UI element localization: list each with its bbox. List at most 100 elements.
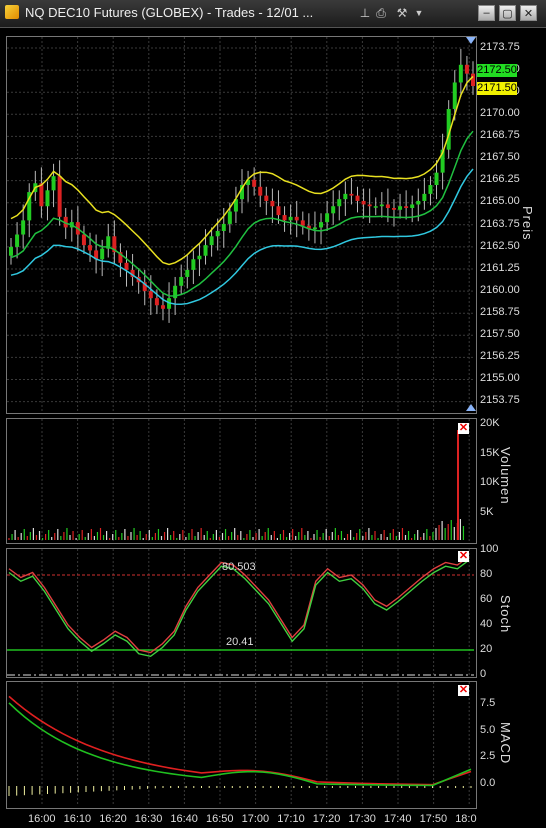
time-label: 17:10 bbox=[277, 813, 305, 825]
lower-band-line bbox=[10, 168, 474, 306]
price-panel-label: Preis bbox=[520, 206, 535, 241]
upper-band-line bbox=[10, 75, 474, 266]
candle-body bbox=[331, 206, 336, 214]
candle-body bbox=[106, 236, 111, 249]
price-tick: 2166.25 bbox=[480, 173, 520, 186]
stoch-tick: 80 bbox=[480, 568, 493, 580]
minimize-icon[interactable]: – bbox=[478, 5, 495, 21]
remove-macd-icon[interactable]: ✕ bbox=[458, 684, 469, 696]
print-icon[interactable]: ⎙ bbox=[376, 5, 386, 20]
price-tick: 2157.50 bbox=[480, 327, 520, 340]
candle-body bbox=[440, 149, 445, 173]
candle-body bbox=[398, 206, 403, 210]
candle-body bbox=[410, 204, 415, 209]
candle-body bbox=[27, 192, 32, 221]
stoch-lower-level-label: 20.41 bbox=[226, 636, 254, 648]
candle-body bbox=[361, 200, 366, 205]
volume-axis[interactable]: 20K 15K 10K 5K bbox=[476, 417, 546, 542]
candle-body bbox=[246, 179, 251, 186]
candle-body bbox=[94, 250, 99, 260]
macd-line bbox=[8, 702, 472, 787]
stoch-d-line bbox=[8, 559, 470, 658]
stoch-tick: 60 bbox=[480, 593, 493, 605]
candle-body bbox=[100, 248, 105, 260]
price-tick: 2162.50 bbox=[480, 239, 520, 252]
candle-body bbox=[185, 269, 190, 277]
candle-body bbox=[288, 216, 293, 221]
remove-volume-icon[interactable]: ✕ bbox=[458, 422, 469, 434]
candle-body bbox=[227, 211, 232, 224]
candle-body bbox=[319, 222, 324, 228]
time-label: 16:40 bbox=[170, 813, 198, 825]
title-bar: NQ DEC10 Futures (GLOBEX) - Trades - 12/… bbox=[0, 0, 546, 28]
price-tick: 2163.75 bbox=[480, 217, 520, 230]
candle-body bbox=[349, 193, 354, 196]
remove-stoch-icon[interactable]: ✕ bbox=[458, 550, 469, 562]
volume-panel-label: Volumen bbox=[498, 447, 513, 505]
candle-body bbox=[112, 236, 117, 253]
close-icon[interactable]: ✕ bbox=[520, 5, 537, 21]
candle-body bbox=[343, 193, 348, 200]
candle-body bbox=[294, 216, 299, 221]
candle-body bbox=[282, 215, 287, 221]
price-tick: 2161.25 bbox=[480, 261, 520, 274]
candle-body bbox=[203, 245, 208, 256]
time-label: 16:20 bbox=[99, 813, 127, 825]
candle-body bbox=[39, 183, 44, 207]
candle-body bbox=[191, 259, 196, 270]
stoch-k-line bbox=[8, 555, 470, 654]
price-tick: 2173.75 bbox=[480, 41, 520, 53]
time-label: 17:30 bbox=[348, 813, 376, 825]
price-tick: 2158.75 bbox=[480, 305, 520, 318]
candle-body bbox=[252, 179, 257, 187]
candle-body bbox=[179, 276, 184, 286]
time-label: 18:0 bbox=[455, 813, 477, 825]
candle-body bbox=[160, 305, 165, 309]
candle-body bbox=[173, 285, 178, 299]
macd-tick: 2.5 bbox=[480, 750, 496, 763]
candle-body bbox=[391, 208, 396, 210]
price-tick: 2156.25 bbox=[480, 349, 520, 362]
tools-icon[interactable]: ⚒ bbox=[396, 6, 408, 20]
last-price-badge: 2172.50 bbox=[477, 64, 517, 77]
scroll-down-marker bbox=[466, 404, 476, 411]
candle-body bbox=[240, 185, 244, 200]
candle-body bbox=[148, 291, 153, 299]
candle-body bbox=[434, 172, 439, 186]
price-tick: 2170.00 bbox=[480, 107, 520, 120]
candle-body bbox=[428, 185, 433, 194]
candle-body bbox=[270, 200, 275, 207]
candle-body bbox=[209, 236, 214, 246]
dropdown-icon[interactable]: ▼ bbox=[414, 8, 424, 18]
volume-tick: 15K bbox=[480, 446, 500, 459]
candle-body bbox=[233, 199, 238, 212]
macd-tick: 5.0 bbox=[480, 723, 496, 736]
candle-body bbox=[21, 220, 26, 235]
candle-body bbox=[258, 186, 263, 196]
stoch-upper-level-label: 80.503 bbox=[222, 561, 256, 573]
price-tick: 2168.75 bbox=[480, 129, 520, 142]
macd-axis[interactable]: 7.5 5.0 2.5 0.0 bbox=[476, 681, 546, 807]
volume-tick: 5K bbox=[480, 506, 494, 518]
maximize-icon[interactable]: ▢ bbox=[499, 5, 516, 21]
candle-body bbox=[264, 195, 269, 201]
candle-body bbox=[367, 204, 372, 207]
candle-body bbox=[45, 190, 50, 207]
candle-body bbox=[130, 269, 135, 277]
pin-icon[interactable]: ⊥ bbox=[359, 6, 371, 20]
candle-body bbox=[118, 252, 123, 263]
macd-panel-label: MACD bbox=[498, 722, 513, 765]
candle-body bbox=[471, 73, 475, 87]
candle-body bbox=[458, 64, 463, 83]
stoch-tick: 100 bbox=[480, 543, 499, 555]
stoch-axis[interactable]: 100 80 60 40 20 0 bbox=[476, 543, 546, 680]
candle-body bbox=[452, 82, 457, 109]
candle-body bbox=[446, 108, 451, 150]
candle-body bbox=[379, 204, 384, 207]
time-label: 17:20 bbox=[312, 813, 341, 825]
time-label: 17:50 bbox=[419, 813, 448, 825]
candle-body bbox=[385, 204, 390, 209]
candle-body bbox=[9, 246, 13, 256]
candle-body bbox=[197, 255, 202, 260]
